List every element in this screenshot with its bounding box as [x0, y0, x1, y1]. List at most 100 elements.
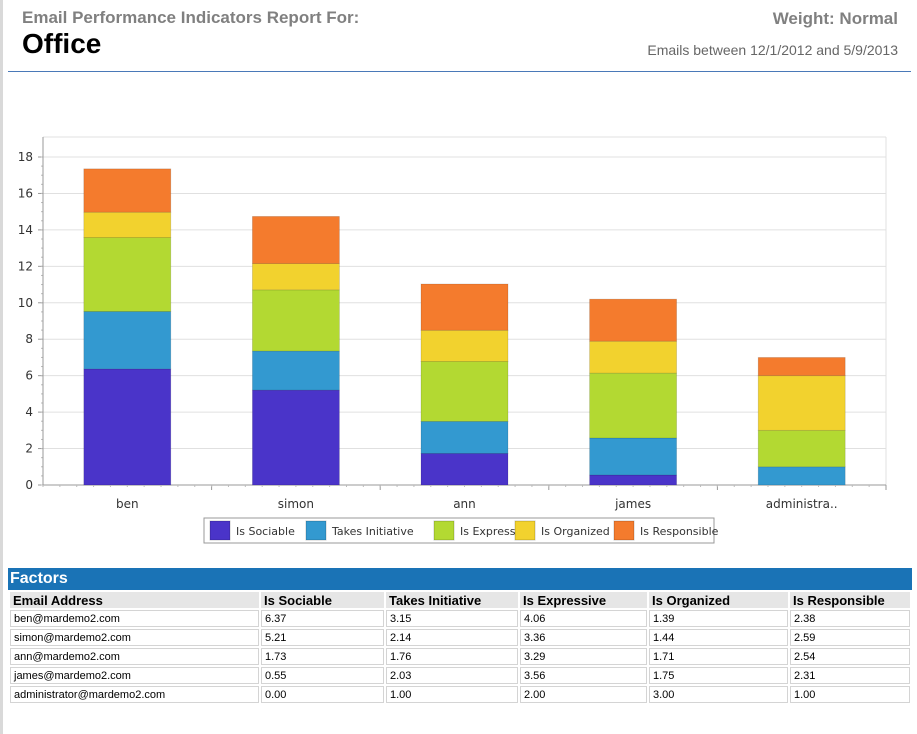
bar-segment [83, 368, 172, 486]
table-cell: 1.76 [386, 648, 518, 665]
table-cell: 1.71 [649, 648, 788, 665]
table-row: administrator@mardemo2.com 0.00 1.00 2.00 3.… [10, 686, 910, 703]
bar-segment [83, 311, 172, 370]
bar-segment [757, 466, 846, 486]
column-header: Is Sociable [261, 592, 384, 608]
column-header: Is Expressive [520, 592, 647, 608]
x-tick-label: ben [116, 497, 139, 511]
table-cell: 1.39 [649, 610, 788, 627]
bar-segment [83, 211, 172, 238]
legend-swatch [613, 520, 635, 541]
y-tick-label: 4 [25, 405, 33, 419]
y-tick-label: 16 [18, 186, 33, 200]
bar-segment [251, 216, 340, 264]
table-row: james@mardemo2.com 0.55 2.03 3.56 1.75 2.31 [10, 667, 910, 684]
bar-segment [757, 429, 846, 468]
column-header: Is Organized [649, 592, 788, 608]
bar-segment [589, 340, 677, 374]
table-row: ann@mardemo2.com 1.73 1.76 3.29 1.71 2.54 [10, 648, 910, 665]
report-subtitle: Email Performance Indicators Report For: [22, 8, 360, 27]
legend-label: Is Organized [541, 525, 610, 538]
y-tick-label: 14 [18, 223, 33, 237]
y-tick-label: 8 [25, 332, 33, 346]
chart-container: 0 2 4 6 8 10 12 14 16 18 ben simon ann james administr… [8, 125, 911, 555]
legend-label: Takes Initiative [331, 525, 414, 538]
weight-label: Weight: Normal [772, 9, 898, 28]
table-cell: ben@mardemo2.com [10, 610, 259, 627]
table-cell: simon@mardemo2.com [10, 629, 259, 646]
table-cell: 2.31 [790, 667, 910, 684]
legend-label: Is Sociable [236, 525, 295, 538]
stacked-bar-chart: 0 2 4 6 8 10 12 14 16 18 ben simon ann james administr… [8, 125, 911, 555]
bar-segment [251, 389, 340, 486]
header-divider [8, 71, 911, 72]
legend-label: Is Expressive [460, 525, 532, 538]
table-cell: 0.55 [261, 667, 384, 684]
y-tick-label: 0 [25, 478, 33, 492]
table-cell: 3.29 [520, 648, 647, 665]
table-cell: 2.14 [386, 629, 518, 646]
y-tick-label: 12 [18, 259, 33, 273]
table-cell: 1.00 [386, 686, 518, 703]
legend-swatch [209, 520, 231, 541]
report-header: Email Performance Indicators Report For:… [0, 0, 917, 72]
bar-segment [420, 361, 509, 422]
bar-segment [83, 168, 172, 213]
chart-frame [8, 125, 911, 555]
left-edge [0, 0, 3, 734]
bar-segment [589, 298, 677, 342]
table-cell: 6.37 [261, 610, 384, 627]
x-tick-label: james [614, 497, 651, 511]
date-range: Emails between 12/1/2012 and 5/9/2013 [647, 42, 898, 58]
factors-title: Factors [8, 568, 912, 590]
x-tick-label: simon [278, 497, 314, 511]
factors-section: Factors Email Address Is Sociable Takes In… [8, 568, 912, 705]
bar-segment [757, 357, 846, 377]
legend-swatch [514, 520, 536, 541]
table-cell: 3.36 [520, 629, 647, 646]
table-cell: ann@mardemo2.com [10, 648, 259, 665]
legend-swatch [433, 520, 455, 541]
bar-segment [589, 474, 677, 486]
table-body: ben@mardemo2.com 6.37 3.15 4.06 1.39 2.38 simo… [10, 610, 910, 703]
column-header: Email Address [10, 592, 259, 608]
table-cell: administrator@mardemo2.com [10, 686, 259, 703]
table-cell: 1.00 [790, 686, 910, 703]
x-tick-label: ann [453, 497, 476, 511]
table-cell: james@mardemo2.com [10, 667, 259, 684]
table-cell: 3.00 [649, 686, 788, 703]
bar-segment [251, 289, 340, 352]
table-cell: 1.44 [649, 629, 788, 646]
table-cell: 2.54 [790, 648, 910, 665]
column-header: Takes Initiative [386, 592, 518, 608]
table-cell: 3.15 [386, 610, 518, 627]
table-cell: 5.21 [261, 629, 384, 646]
legend-label: Is Responsible [640, 525, 719, 538]
table-cell: 3.56 [520, 667, 647, 684]
table-row: ben@mardemo2.com 6.37 3.15 4.06 1.39 2.38 [10, 610, 910, 627]
y-tick-label: 2 [25, 442, 33, 456]
column-header: Is Responsible [790, 592, 910, 608]
bar-segment [251, 263, 340, 291]
table-cell: 1.73 [261, 648, 384, 665]
table-cell: 1.75 [649, 667, 788, 684]
bar-segment [420, 421, 509, 454]
bar-segment [83, 237, 172, 312]
bar-segment [420, 329, 509, 362]
bar-segment [251, 350, 340, 391]
table-cell: 2.38 [790, 610, 910, 627]
table-header-row: Email Address Is Sociable Takes Initiative… [10, 592, 910, 608]
table-cell: 2.59 [790, 629, 910, 646]
page-title: Office [22, 28, 102, 59]
bar-segment [589, 372, 677, 439]
table-cell: 4.06 [520, 610, 647, 627]
legend-swatch [305, 520, 327, 541]
bar-segment [420, 283, 509, 331]
factors-table: Email Address Is Sociable Takes Initiative… [8, 590, 912, 705]
bar-segment [420, 453, 509, 486]
table-cell: 2.03 [386, 667, 518, 684]
bar-segment [757, 375, 846, 431]
y-tick-label: 10 [18, 296, 33, 310]
table-cell: 2.00 [520, 686, 647, 703]
x-tick-label: administra.. [766, 497, 838, 511]
